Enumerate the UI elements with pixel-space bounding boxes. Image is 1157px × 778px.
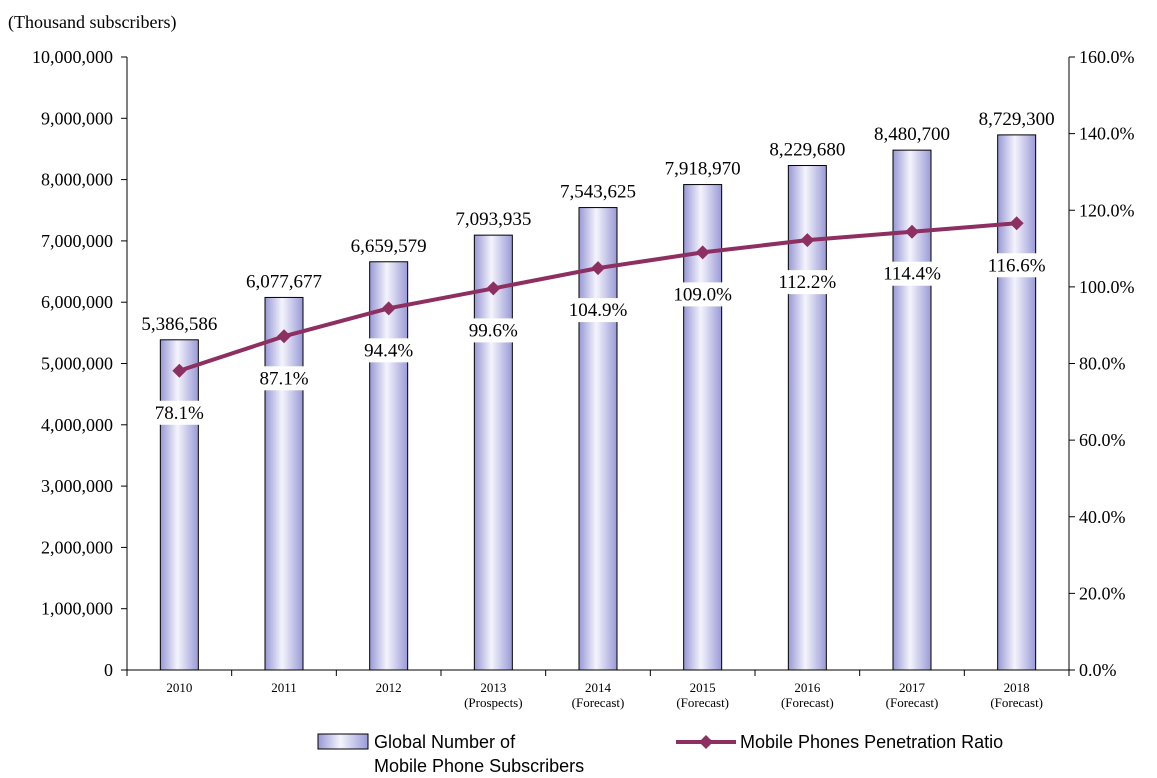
ratio-value-label: 112.2% <box>778 272 836 293</box>
y-right-tick-label: 80.0% <box>1079 354 1126 374</box>
x-tick-label: (Forecast) <box>990 695 1043 710</box>
y-left-tick-label: 2,000,000 <box>41 537 113 557</box>
penetration-marker <box>486 281 501 296</box>
ratio-label-background <box>774 270 840 295</box>
bar-value-label: 7,543,625 <box>560 182 636 203</box>
ratio-label-background <box>361 338 417 363</box>
bar-value-label: 8,729,300 <box>979 109 1055 130</box>
y-left-tick-label: 4,000,000 <box>41 415 113 435</box>
y-left-tick-label: 0 <box>104 660 113 680</box>
penetration-marker <box>172 363 187 378</box>
x-tick-label: 2016 <box>794 680 821 695</box>
bar-value-label: 6,077,677 <box>246 271 322 292</box>
bar-value-label: 7,093,935 <box>455 209 531 230</box>
bar-value-label: 8,480,700 <box>874 124 950 145</box>
penetration-marker <box>695 245 710 260</box>
bar <box>787 165 827 671</box>
x-tick-label: 2018 <box>1004 680 1030 695</box>
ratio-label-background <box>879 261 945 286</box>
x-tick-label: (Prospects) <box>464 695 523 710</box>
bar <box>369 261 409 671</box>
y-right-tick-label: 120.0% <box>1079 200 1135 220</box>
x-tick-label: 2010 <box>166 680 192 695</box>
ratio-label-background <box>565 298 631 323</box>
y-left-tick-label: 7,000,000 <box>41 231 113 251</box>
y-left-tick-label: 5,000,000 <box>41 354 113 374</box>
bar-value-label: 5,386,586 <box>141 314 217 335</box>
bar-value-label: 6,659,579 <box>351 236 427 257</box>
y-right-tick-label: 0.0% <box>1079 660 1117 680</box>
ratio-label-background <box>670 282 736 307</box>
ratio-value-label: 87.1% <box>259 368 308 389</box>
bar <box>473 234 513 671</box>
penetration-marker <box>1009 216 1024 231</box>
legend-line-label: Mobile Phones Penetration Ratio <box>740 732 1003 752</box>
y-left-tick-label: 9,000,000 <box>41 108 113 128</box>
x-tick-label: (Forecast) <box>781 695 834 710</box>
ratio-label-background <box>151 400 207 425</box>
y-right-tick-label: 20.0% <box>1079 583 1126 603</box>
legend-bar-label-line2: Mobile Phone Subscribers <box>374 756 584 776</box>
bar <box>159 339 199 671</box>
penetration-marker <box>381 301 396 316</box>
legend-line-marker <box>699 735 713 749</box>
penetration-marker <box>591 261 605 276</box>
ratio-value-label: 109.0% <box>673 284 732 305</box>
penetration-marker <box>277 329 291 344</box>
legend-bar-swatch <box>317 733 369 750</box>
ratio-value-label: 114.4% <box>883 264 941 285</box>
y-left-tick-label: 8,000,000 <box>41 170 113 190</box>
y-left-tick-label: 6,000,000 <box>41 292 113 312</box>
penetration-marker <box>800 233 815 248</box>
y-right-tick-label: 140.0% <box>1079 124 1135 144</box>
x-tick-label: (Forecast) <box>676 695 729 710</box>
y-left-tick-label: 1,000,000 <box>41 599 113 619</box>
x-tick-label: (Forecast) <box>572 695 625 710</box>
y-left-tick-label: 10,000,000 <box>32 47 113 67</box>
ratio-label-background <box>465 318 521 343</box>
y-right-tick-label: 160.0% <box>1079 47 1135 67</box>
legend-bar-label-line1: Global Number of <box>374 732 516 752</box>
ratio-label-background <box>256 366 312 391</box>
y-axis-unit-label: (Thousand subscribers) <box>8 12 177 32</box>
x-tick-label: 2017 <box>899 680 926 695</box>
bar-value-label: 8,229,680 <box>769 140 845 161</box>
bar <box>683 184 723 671</box>
x-tick-label: 2015 <box>690 680 716 695</box>
ratio-value-label: 94.4% <box>364 340 413 361</box>
bar <box>997 134 1037 671</box>
y-left-tick-label: 3,000,000 <box>41 476 113 496</box>
x-tick-label: 2011 <box>271 680 297 695</box>
x-tick-label: 2013 <box>480 680 506 695</box>
bar-value-label: 7,918,970 <box>665 159 741 180</box>
bar <box>264 296 304 671</box>
bar <box>578 207 618 671</box>
x-tick-label: (Forecast) <box>886 695 939 710</box>
ratio-value-label: 104.9% <box>569 300 628 321</box>
ratio-value-label: 99.6% <box>469 320 518 341</box>
x-tick-label: 2014 <box>585 680 612 695</box>
y-right-tick-label: 40.0% <box>1079 507 1126 527</box>
ratio-value-label: 116.6% <box>988 255 1046 276</box>
x-tick-label: 2012 <box>376 680 402 695</box>
y-right-tick-label: 60.0% <box>1079 430 1126 450</box>
ratio-label-background <box>984 253 1050 278</box>
ratio-value-label: 78.1% <box>155 403 204 424</box>
penetration-marker <box>905 224 919 239</box>
y-right-tick-label: 100.0% <box>1079 277 1135 297</box>
